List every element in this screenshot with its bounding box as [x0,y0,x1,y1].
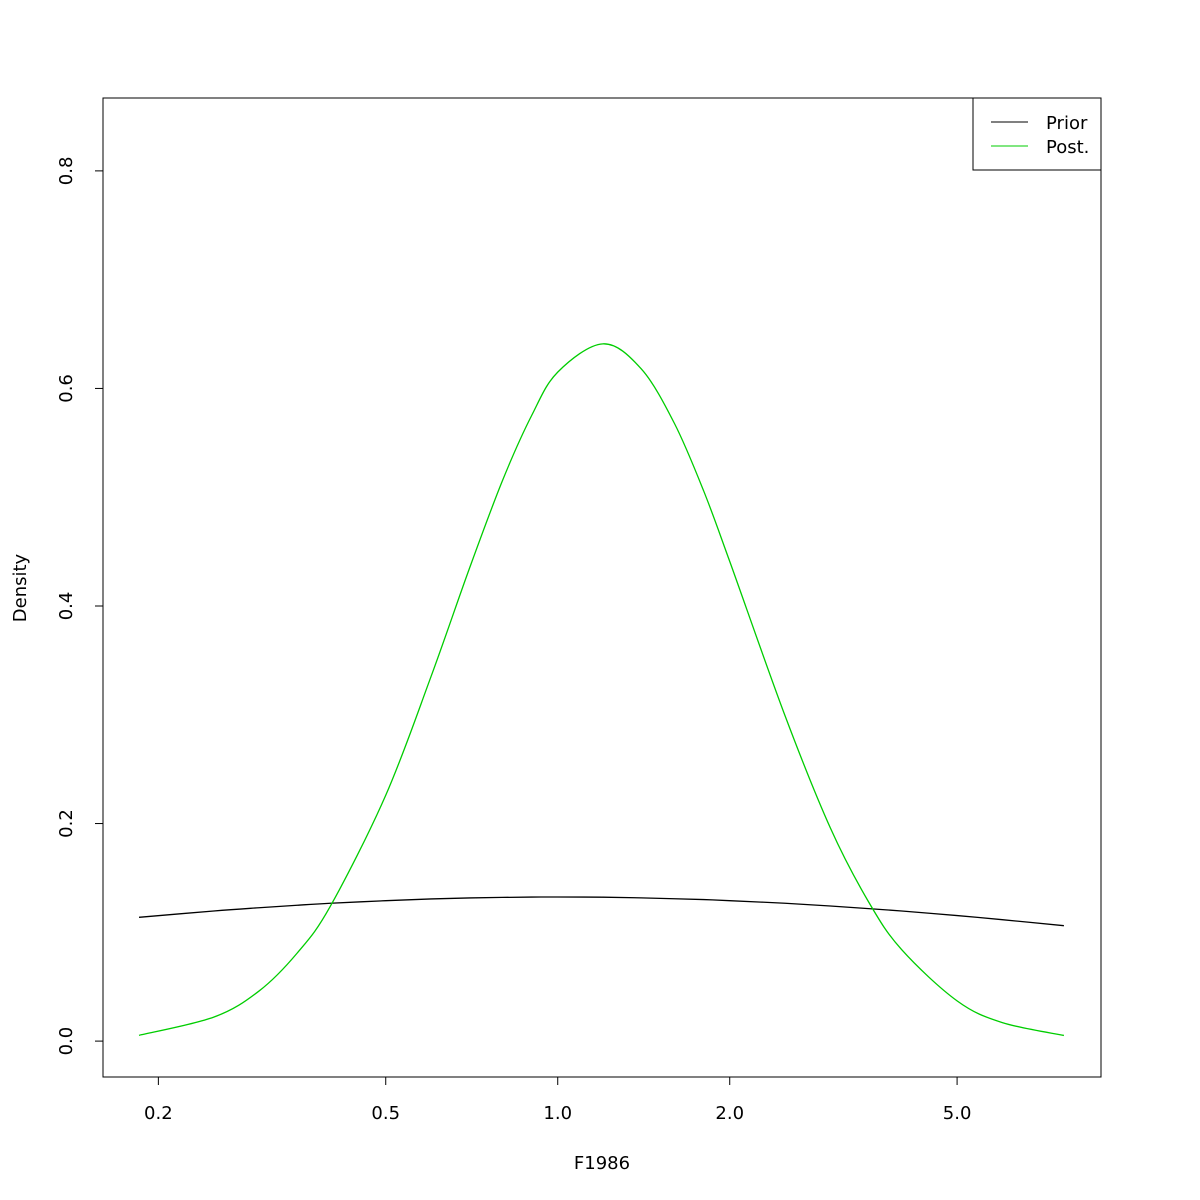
x-tick-label: 0.2 [144,1103,173,1124]
x-tick-label: 2.0 [715,1103,744,1124]
x-axis-label: F1986 [574,1153,630,1174]
series-lines [138,343,1065,1037]
series-line-post [138,343,1065,1037]
legend-box [972,97,1102,171]
series-line-prior [138,896,1064,927]
x-axis: 0.2 0.5 1.0 2.0 5.0 [144,1076,972,1124]
x-tick-label: 5.0 [943,1103,972,1124]
y-tick-label: 0.6 [56,374,77,403]
y-tick-label: 0.8 [56,157,77,186]
plot-frame [102,97,1102,1078]
legend-label-prior: Prior [1046,113,1088,134]
y-tick-label: 0.0 [56,1027,77,1056]
legend: Prior Post. [972,97,1102,171]
y-tick-label: 0.2 [56,809,77,838]
legend-label-post: Post. [1046,137,1089,158]
x-tick-label: 1.0 [543,1103,572,1124]
y-tick-label: 0.4 [56,592,77,621]
y-axis: 0.0 0.2 0.4 0.6 0.8 [56,157,104,1056]
y-axis-label: Density [10,553,31,622]
x-tick-label: 0.5 [371,1103,400,1124]
